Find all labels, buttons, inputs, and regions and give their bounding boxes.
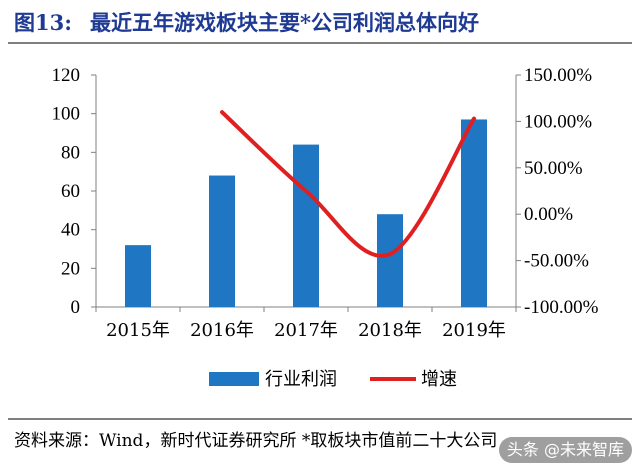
source-note: 资料来源：Wind，新时代证券研究所 *取板块市值前二十大公司	[14, 431, 498, 451]
legend-swatch-bar	[209, 372, 259, 386]
left-tick-label: 100	[52, 104, 81, 125]
left-tick-label: 120	[52, 65, 81, 86]
combo-chart: 0 20 40 60 80 100 120 -100.00% -50.00% 0.00% 50.00…	[52, 65, 599, 390]
left-tick-label: 80	[61, 142, 80, 163]
left-tick-label: 0	[71, 297, 81, 318]
x-tick-label: 2016年	[190, 320, 254, 341]
right-tick-label: 50.00%	[524, 158, 583, 179]
watermark: 头条 @未来智库	[498, 437, 632, 463]
legend-label-line: 增速	[421, 369, 457, 390]
figure-title-text: 最近五年游戏板块主要*公司利润总体向好	[89, 10, 479, 35]
legend-label-bar: 行业利润	[265, 369, 337, 390]
x-tick-label: 2018年	[358, 320, 422, 341]
bar	[125, 245, 151, 307]
title-divider	[8, 42, 632, 44]
growth-line	[220, 110, 476, 258]
right-tick-label: -100.00%	[524, 297, 599, 318]
x-tick-label: 2019年	[442, 320, 506, 341]
source-divider	[8, 418, 632, 420]
right-tick-label: 100.00%	[524, 111, 592, 132]
right-tick-label: 0.00%	[524, 204, 573, 225]
x-tick-label: 2017年	[274, 320, 338, 341]
left-tick-label: 40	[61, 220, 80, 241]
bar	[209, 175, 235, 307]
bar	[377, 214, 403, 307]
figure-title: 图13: 最近五年游戏板块主要*公司利润总体向好	[14, 6, 630, 40]
left-tick-label: 20	[61, 258, 80, 279]
x-tick-label: 2015年	[106, 320, 170, 341]
bar	[293, 144, 319, 307]
right-tick-label: 150.00%	[524, 65, 592, 86]
right-tick-label: -50.00%	[524, 251, 589, 272]
left-tick-label: 60	[61, 181, 80, 202]
figure-number: 图13:	[14, 10, 72, 35]
bar	[461, 119, 487, 307]
